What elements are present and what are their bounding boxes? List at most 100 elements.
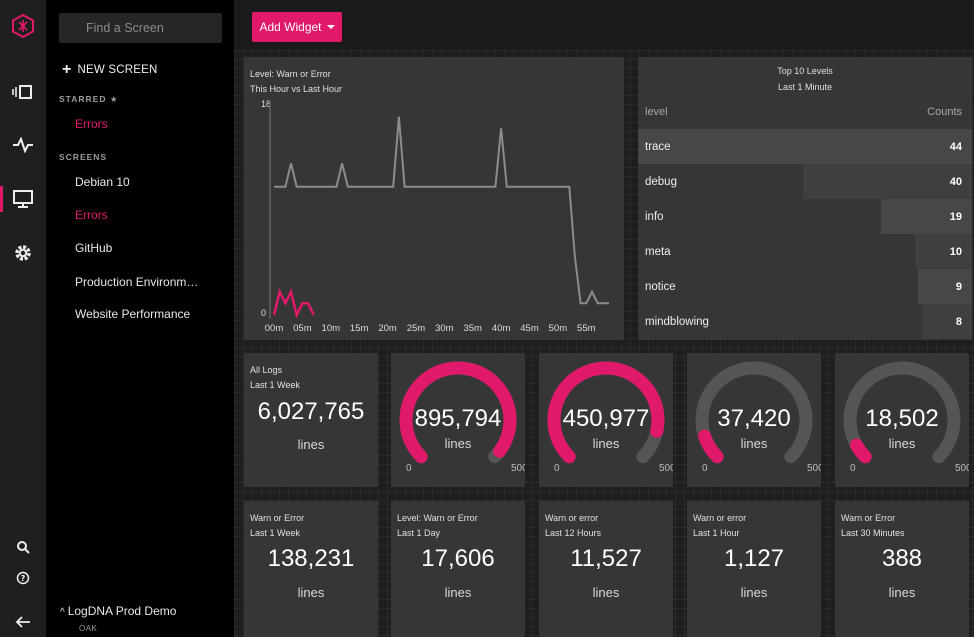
gauge-widget[interactable]: 895,794 lines 0 5000 — [391, 353, 525, 487]
gauge-max-label: 5000 — [955, 463, 969, 474]
counter-widget[interactable]: Warn or error Last 12 Hours 11,527 lines — [539, 501, 673, 637]
line-chart: 18 0 00m 05m 10m 15m 20m 25m 30m 35m 40m 45m 50m 55m — [261, 99, 609, 334]
logo-icon[interactable] — [11, 14, 35, 38]
counter-header: Warn or error Last 1 Hour — [693, 511, 746, 541]
x-tick-label: 25m — [407, 323, 426, 334]
x-tick-label: 15m — [350, 323, 369, 334]
org-name: LogDNA Prod Demo — [67, 604, 177, 618]
gauge-widget[interactable]: 37,420 lines 0 5000 — [687, 353, 821, 487]
screens-icon[interactable] — [11, 187, 35, 211]
dashboard-toolbar: Add Widget — [234, 0, 974, 50]
gauge-unit: lines — [592, 436, 620, 451]
gauge-value: 37,420 — [717, 405, 791, 432]
gauge-dial — [695, 361, 813, 464]
screens-sidebar: Find a Screen + NEW SCREEN STARRED ★ Erro… — [46, 0, 234, 637]
gauge-max-label: 5000 — [659, 463, 673, 474]
pulse-icon[interactable] — [11, 133, 35, 157]
counter-value: 11,527 — [570, 545, 642, 572]
counter-value: 1,127 — [723, 545, 785, 572]
new-screen-label: NEW SCREEN — [77, 64, 158, 76]
counter-value: 388 — [881, 545, 923, 572]
counter-title: Warn or error — [693, 513, 747, 523]
level-count: 19 — [949, 211, 962, 223]
count-bar — [881, 199, 972, 234]
gauge-dial — [399, 361, 517, 464]
line-chart-widget[interactable]: Level: Warn or Error This Hour vs Last H… — [244, 57, 624, 340]
gauge-track — [695, 361, 813, 464]
starred-label: STARRED ★ — [59, 94, 119, 104]
gauge-value: 450,977 — [562, 405, 650, 432]
level-count: 44 — [949, 141, 962, 153]
series-line-this-hour — [272, 288, 315, 319]
counter-unit: lines — [888, 585, 916, 600]
screen-item-debian[interactable]: Debian 10 — [75, 175, 130, 189]
active-indicator — [0, 186, 3, 212]
collapse-icon[interactable] — [11, 610, 35, 634]
level-name: meta — [645, 246, 671, 258]
search-icon[interactable] — [11, 535, 35, 559]
settings-icon[interactable] — [11, 241, 35, 265]
count-bar — [803, 164, 972, 199]
x-tick-label: 35m — [463, 323, 482, 334]
screen-item-website-performance[interactable]: Website Performance — [75, 307, 191, 321]
series-line-last-hour — [274, 116, 609, 305]
counter-title: Warn or Error — [841, 513, 896, 523]
all-logs-unit: lines — [297, 437, 325, 452]
count-bar — [918, 269, 972, 304]
x-tick-label: 30m — [435, 323, 454, 334]
counter-widget[interactable]: Warn or Error Last 1 Week 138,231 lines — [244, 501, 378, 637]
gauge-max-label: 5000 — [807, 463, 821, 474]
gauge-dial — [843, 361, 961, 464]
counter-subtitle: Last 12 Hours — [545, 528, 602, 538]
add-widget-label: Add Widget — [259, 20, 322, 34]
counter-header: Level: Warn or Error Last 1 Day — [397, 511, 478, 541]
counter-widget[interactable]: Level: Warn or Error Last 1 Day 17,606 line… — [391, 501, 525, 637]
screen-item-errors[interactable]: Errors — [75, 208, 108, 222]
gauge-min-label: 0 — [554, 463, 560, 474]
x-tick-label: 05m — [293, 323, 312, 334]
top-levels-widget[interactable]: Top 10 Levels Last 1 Minute level Counts… — [638, 57, 972, 340]
boards-icon[interactable] — [11, 80, 35, 104]
svg-text:?: ? — [21, 574, 26, 583]
org-switcher[interactable]: ^ LogDNA Prod Demo — [60, 604, 176, 618]
y-tick-label: 0 — [261, 308, 266, 318]
screen-item-github[interactable]: GitHub — [75, 241, 113, 255]
gauge-widget[interactable]: 450,977 lines 0 5000 — [539, 353, 673, 487]
counter-widget[interactable]: Warn or error Last 1 Hour 1,127 lines — [687, 501, 821, 637]
x-tick-label: 10m — [322, 323, 341, 334]
gauge-fill — [547, 361, 665, 464]
caret-down-icon — [326, 25, 335, 29]
add-widget-button[interactable]: Add Widget — [252, 12, 342, 42]
top-levels-subtitle: Last 1 Minute — [777, 82, 833, 92]
gauge-fill — [849, 438, 872, 464]
help-icon[interactable]: ? — [11, 566, 35, 590]
table-row: meta 10 — [638, 234, 972, 269]
gauge-unit: lines — [444, 436, 472, 451]
counter-header: Warn or Error Last 1 Week — [250, 511, 304, 541]
counter-widget[interactable]: Warn or Error Last 30 Minutes 388 lines — [835, 501, 969, 637]
counter-unit: lines — [444, 585, 472, 600]
gauge-widget[interactable]: 18,502 lines 0 5000 — [835, 353, 969, 487]
gauge-max-label: 5000 — [511, 463, 525, 474]
screen-search-input[interactable]: Find a Screen — [59, 13, 222, 43]
line-widget-header: Level: Warn or Error This Hour vs Last H… — [250, 67, 342, 97]
dashboard-main: Add Widget Level: Warn or Error This Hou… — [234, 0, 974, 637]
screen-item-production[interactable]: Production Environment — [75, 275, 199, 289]
x-tick-label: 55m — [577, 323, 596, 334]
gauge-unit: lines — [740, 436, 768, 451]
starred-item-errors[interactable]: Errors — [75, 117, 108, 131]
level-count: 10 — [949, 246, 962, 258]
all-logs-value: 6,027,765 — [257, 398, 365, 425]
table-row: mindblowing 8 — [638, 304, 972, 339]
line-widget-title: Level: Warn or Error — [250, 69, 331, 79]
counter-unit: lines — [297, 585, 325, 600]
new-screen-button[interactable]: + NEW SCREEN — [62, 60, 158, 78]
counter-subtitle: Last 1 Week — [250, 528, 300, 538]
top-levels-title: Top 10 Levels — [777, 66, 833, 76]
line-widget-subtitle: This Hour vs Last Hour — [250, 84, 343, 94]
gauge-unit: lines — [888, 436, 916, 451]
icon-rail: ? — [0, 0, 46, 637]
counter-unit: lines — [592, 585, 620, 600]
level-count: 40 — [949, 176, 962, 188]
all-logs-widget[interactable]: All Logs Last 1 Week 6,027,765 lines — [244, 353, 378, 487]
